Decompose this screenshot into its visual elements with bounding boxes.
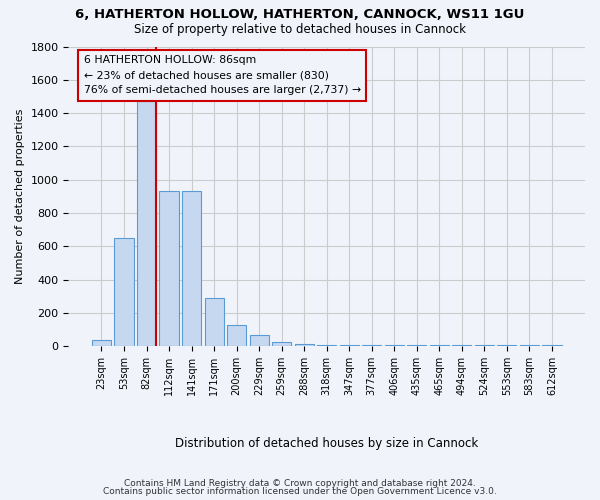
Bar [115, 238, 134, 346]
Text: Contains public sector information licensed under the Open Government Licence v3: Contains public sector information licen… [103, 487, 497, 496]
Bar [182, 190, 201, 346]
Bar [317, 344, 336, 346]
Text: 6 HATHERTON HOLLOW: 86sqm
← 23% of detached houses are smaller (830)
76% of semi: 6 HATHERTON HOLLOW: 86sqm ← 23% of detac… [84, 56, 361, 95]
Text: Size of property relative to detached houses in Cannock: Size of property relative to detached ho… [134, 22, 466, 36]
Bar [137, 100, 156, 346]
X-axis label: Distribution of detached houses by size in Cannock: Distribution of detached houses by size … [175, 437, 478, 450]
Bar [295, 344, 314, 346]
Bar [272, 342, 291, 346]
Bar [250, 336, 269, 346]
Bar [205, 298, 224, 346]
Bar [227, 326, 246, 346]
Bar [92, 340, 111, 346]
Y-axis label: Number of detached properties: Number of detached properties [15, 108, 25, 284]
Bar [160, 190, 179, 346]
Text: 6, HATHERTON HOLLOW, HATHERTON, CANNOCK, WS11 1GU: 6, HATHERTON HOLLOW, HATHERTON, CANNOCK,… [76, 8, 524, 20]
Text: Contains HM Land Registry data © Crown copyright and database right 2024.: Contains HM Land Registry data © Crown c… [124, 478, 476, 488]
